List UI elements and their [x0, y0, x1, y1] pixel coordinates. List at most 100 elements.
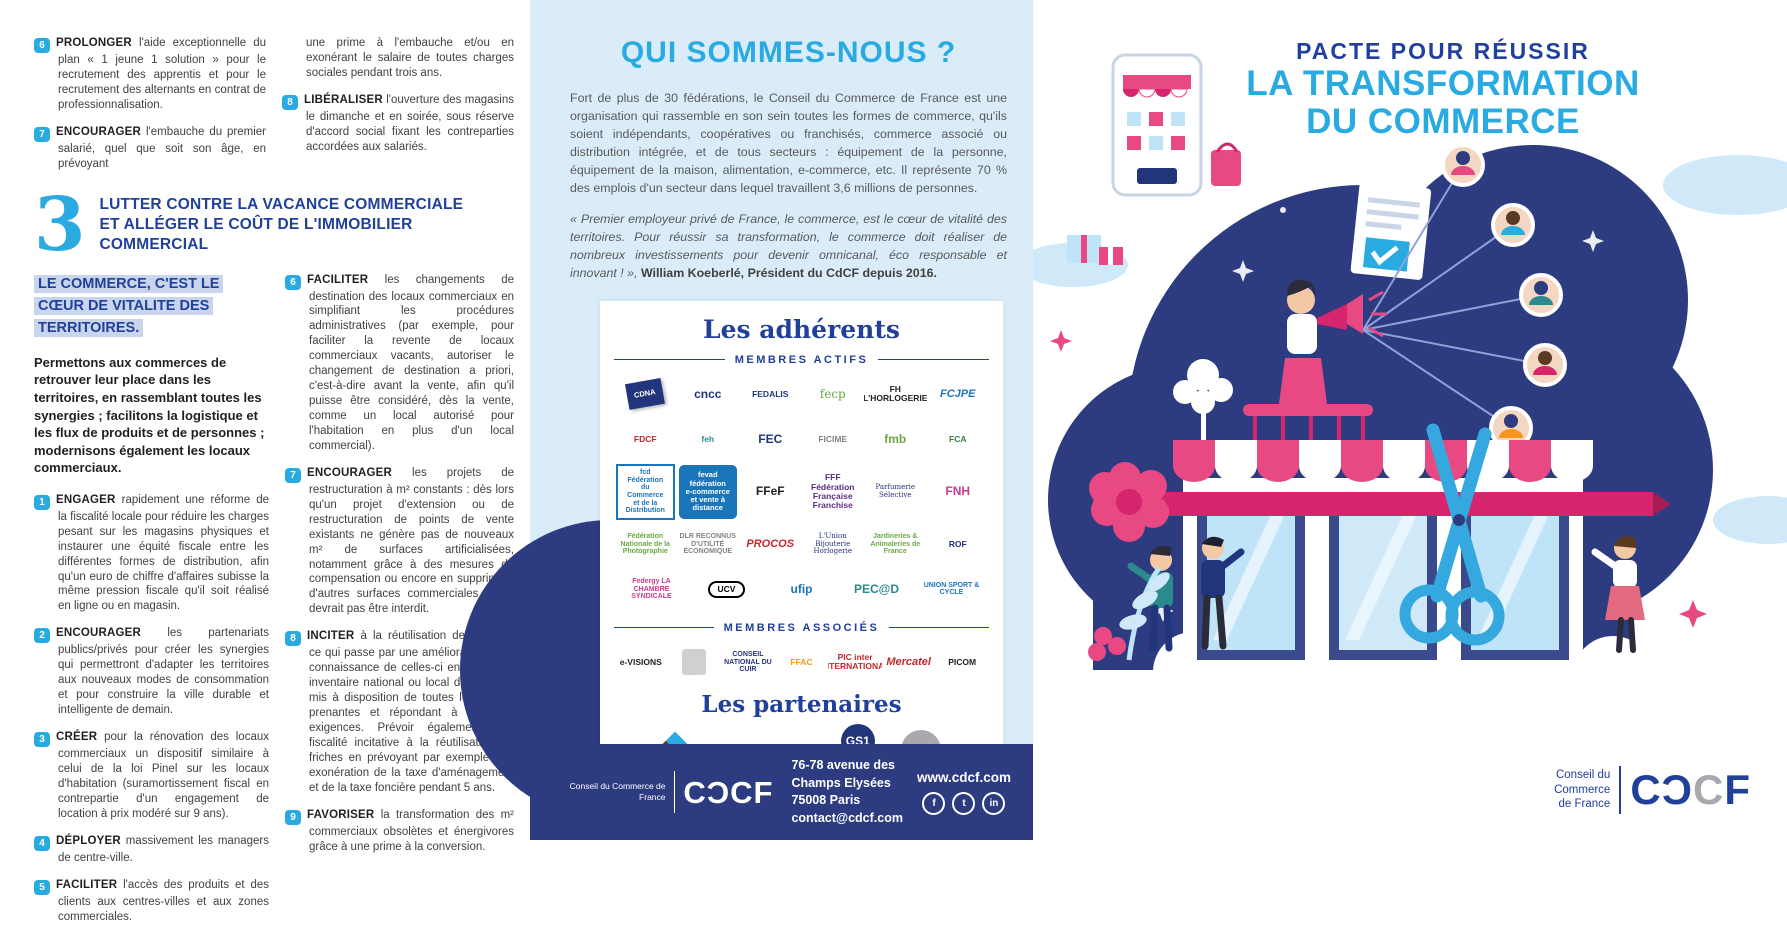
associate-logo-emblem [668, 640, 722, 685]
item-number-badge: 7 [285, 467, 301, 483]
associate-logo-pic-inter: PIC inter INTERNATIONAL [828, 652, 882, 672]
cdcf-logo-divider [673, 771, 676, 813]
item-number-badge: 8 [282, 94, 298, 110]
left-top-col1: 6 PROLONGER l'aide exceptionnelle du plan… [34, 36, 266, 184]
highlight-statement: LE COMMERCE, C'EST LE CŒUR DE VITALITE D… [34, 274, 224, 338]
item-keyword: PROLONGER [56, 37, 132, 49]
quote-author: William Koeberlé, Président du CdCF depu… [640, 265, 937, 280]
pink-stars [1050, 330, 1707, 628]
item-keyword: ENGAGER [56, 493, 116, 506]
list-item-2: 2 ENCOURAGER les partenariats publics/pri… [34, 626, 269, 718]
section-number: 3 [34, 181, 86, 268]
member-logo-fca: FCA [949, 433, 967, 444]
cover-title-line1: LA TRANSFORMATION [1246, 64, 1640, 103]
middle-panel: QUI SOMMES-NOUS ? Fort de plus de 30 féd… [460, 0, 1033, 840]
contact-email: contact@cdcf.com [791, 810, 903, 825]
cdcf-logo-divider [1619, 766, 1622, 814]
associate-members-grid: e-VISIONS CONSEIL NATIONAL DU CUIR FFAC … [614, 640, 989, 685]
member-logo-ficime: FICIME [818, 433, 848, 444]
left-top-col2: une prime à l'embauche et/ou en exonéran… [282, 36, 514, 184]
left-bottom-col1: LE COMMERCE, C'EST LE CŒUR DE VITALITE D… [34, 273, 269, 937]
list-item-4: 4 DÉPLOYER massivement les managers de ce… [34, 834, 269, 866]
associate-logo-conseil-cuir: CONSEIL NATIONAL DU CUIR [724, 650, 772, 674]
cdcf-footer-logo: Conseil du Commerce de France CƆCF [552, 771, 773, 813]
associate-logo-evisions: e-VISIONS [619, 656, 662, 667]
item-number-badge: 7 [34, 126, 50, 142]
member-logo-procos: PROCOS [746, 538, 795, 551]
person-right [1591, 536, 1645, 653]
about-paragraph: Fort de plus de 30 fédérations, le Conse… [570, 91, 1007, 195]
member-logo-federgy: Federgy LA CHAMBRE SYNDICALE [631, 577, 672, 601]
right-panel: PACTE POUR RÉUSSIR LA TRANSFORMATION DU … [1033, 0, 1787, 840]
twitter-icon: t [952, 791, 976, 815]
cdcf-logo-wordmark: CƆCF [683, 774, 774, 810]
member-logo-fedalis: FEDALIS [752, 388, 789, 399]
list-item-1: 1 ENGAGER rapidement une réforme de la fi… [34, 493, 269, 615]
item-keyword: INCITER [307, 630, 355, 643]
section-title-line1: LUTTER CONTRE LA VACANCE COMMERCIALE [99, 195, 464, 213]
item-text: l'embauche du premier salarié, quel que … [58, 125, 266, 170]
associate-logo-picom: PICOM [948, 656, 977, 667]
item-keyword: LIBÉRALISER [304, 93, 383, 106]
member-logo-fmb: fmb [884, 431, 907, 446]
footer-web-social: www.cdcf.com f t in [917, 770, 1011, 815]
social-icons: f t in [917, 791, 1011, 815]
list-item-5: 5 FACILITER l'accès des produits et des c… [34, 878, 269, 925]
item-number-badge: 5 [34, 879, 50, 895]
list-item-7: 7 ENCOURAGER l'embauche du premier salari… [34, 125, 266, 172]
logo-small-line2: Commerce [1554, 783, 1611, 796]
avatar-circles [1441, 143, 1567, 450]
section-title-line2: ET ALLÉGER LE COÛT DE L'IMMOBILIER COMME… [99, 216, 413, 254]
item-text: rapidement une réforme de la fiscalité l… [58, 493, 269, 613]
list-item-c6: 6 FACILITER les changements de destinatio… [285, 273, 514, 454]
item-keyword: ENCOURAGER [56, 125, 142, 138]
cover-title-block: PACTE POUR RÉUSSIR LA TRANSFORMATION DU … [1163, 38, 1723, 141]
logo-small-line1: Conseil du [1555, 769, 1611, 782]
member-logo-cncc: cncc [694, 386, 722, 401]
adherents-title: Les adhérents [703, 314, 900, 344]
quote-text: « Premier employeur privé de France, le … [570, 211, 1007, 280]
membres-actifs-divider: MEMBRES ACTIFS [614, 354, 989, 366]
members-card: Les adhérents MEMBRES ACTIFS CDNA cncc F… [600, 300, 1003, 786]
item-number-badge: 6 [285, 274, 301, 290]
member-logo-fec: FEC [758, 431, 783, 446]
item-number-badge: 8 [285, 631, 301, 647]
cdcf-logo-smalltext: Conseil du Commerce de France [569, 781, 666, 802]
left-top-columns: 6 PROLONGER l'aide exceptionnelle du plan… [34, 36, 514, 184]
gift-boxes-icon [1067, 235, 1123, 265]
item-keyword: ENCOURAGER [307, 466, 393, 479]
member-logo-rof: ROF [948, 538, 967, 549]
logo-letter: C [1630, 766, 1662, 813]
item-number-badge: 1 [34, 494, 50, 510]
item-number-badge: 3 [34, 732, 50, 747]
member-logo-pecad: PEC@D [853, 581, 900, 596]
storefront-windows [1197, 492, 1569, 660]
logo-letter: Ɔ [1661, 766, 1693, 813]
partenaires-title: Les partenaires [701, 690, 902, 718]
item-keyword: FACILITER [56, 878, 118, 891]
scissors-icon [1399, 423, 1505, 646]
membres-actifs-label: MEMBRES ACTIFS [734, 353, 869, 366]
associate-logo-mercatel: Mercatel [886, 656, 931, 669]
member-logo-fcd: fcd Fédération du Commerce et de la Dist… [614, 462, 677, 522]
membres-associes-divider: MEMBRES ASSOCIÉS [614, 622, 989, 634]
footer-address: 76-78 avenue des Champs Elysées 75008 Pa… [787, 757, 903, 827]
intro-paragraph: Permettons aux commerces de retrouver le… [34, 354, 265, 476]
linkedin-icon: in [982, 791, 1006, 815]
item-text: les projets de restructuration à m² cons… [309, 466, 514, 616]
list-item-6: 6 PROLONGER l'aide exceptionnelle du plan… [34, 36, 266, 113]
cdcf-logo-smalltext: Conseil du Commerce de France [1554, 768, 1610, 811]
item-text: une prime à l'embauche et/ou en exonéran… [306, 37, 514, 79]
cloud-shape [1663, 155, 1787, 215]
storefront [1173, 440, 1593, 663]
white-tree [1173, 359, 1233, 450]
person-middle [1201, 536, 1245, 650]
cdcf-cover-logo: Conseil du Commerce de France CƆCF [1554, 766, 1751, 814]
left-panel: 6 PROLONGER l'aide exceptionnelle du plan… [0, 0, 530, 923]
active-members-row5: Federgy LA CHAMBRE SYNDICALE UCV ufip PE… [614, 567, 989, 612]
member-logo-fecp: fecp [819, 386, 846, 401]
item-number-badge: 9 [285, 809, 301, 825]
page-title: QUI SOMMES-NOUS ? [620, 36, 957, 69]
address-line2: 75008 Paris [791, 793, 861, 807]
cloud-shape [1713, 496, 1787, 544]
